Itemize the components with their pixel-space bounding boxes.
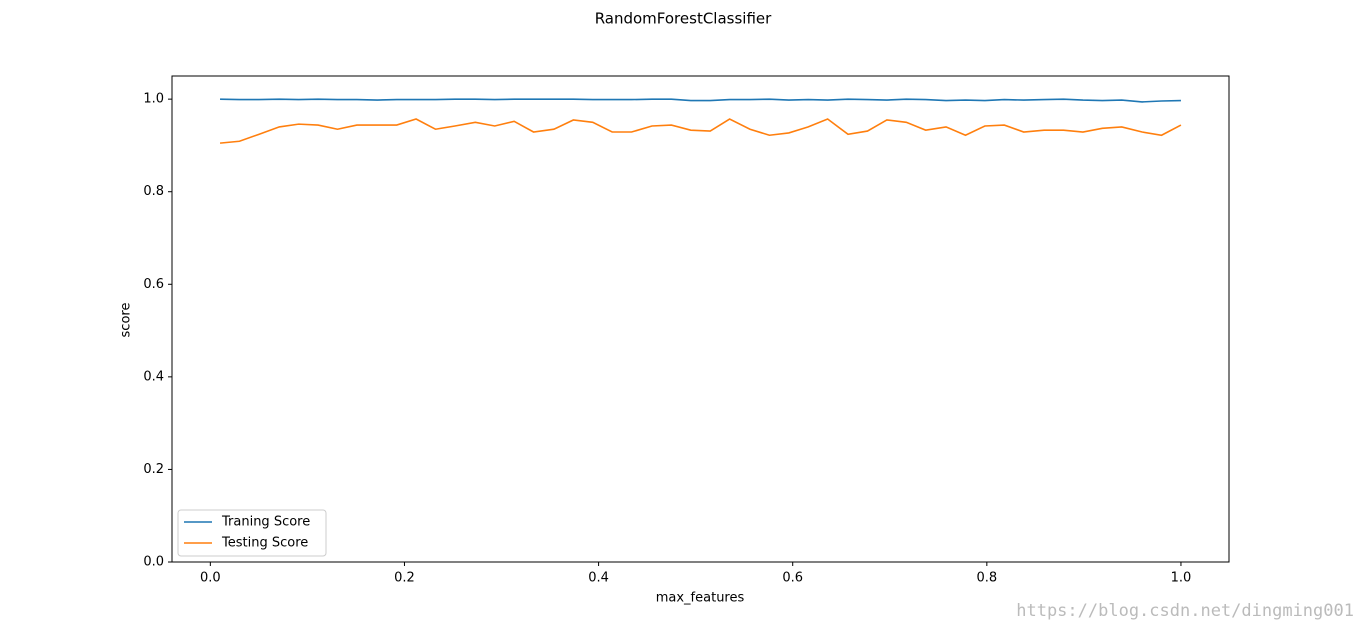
y-tick-label: 0.8 (143, 184, 164, 199)
x-tick-label: 0.2 (394, 571, 415, 586)
legend-label: Testing Score (221, 536, 308, 551)
y-tick-label: 0.6 (143, 277, 164, 292)
series-line (219, 118, 1182, 144)
chart-title: RandomForestClassifier (595, 10, 772, 28)
y-tick-label: 0.2 (143, 462, 164, 477)
x-axis-label: max_features (656, 591, 745, 606)
x-tick-label: 0.8 (976, 571, 997, 586)
x-tick-label: 0.4 (588, 571, 609, 586)
series-line (220, 98, 1181, 103)
y-tick-label: 0.0 (143, 555, 164, 570)
plot-frame (171, 75, 1230, 563)
x-tick-label: 0.6 (782, 571, 803, 586)
x-tick-label: 0.0 (200, 571, 221, 586)
legend-box (177, 509, 327, 557)
y-tick-label: 1.0 (143, 92, 164, 107)
y-axis-label: score (119, 303, 134, 338)
watermark: https://blog.csdn.net/dingming001 (1016, 601, 1354, 621)
legend-label: Traning Score (221, 515, 310, 530)
y-tick-label: 0.4 (143, 369, 164, 384)
x-tick-label: 1.0 (1171, 571, 1192, 586)
